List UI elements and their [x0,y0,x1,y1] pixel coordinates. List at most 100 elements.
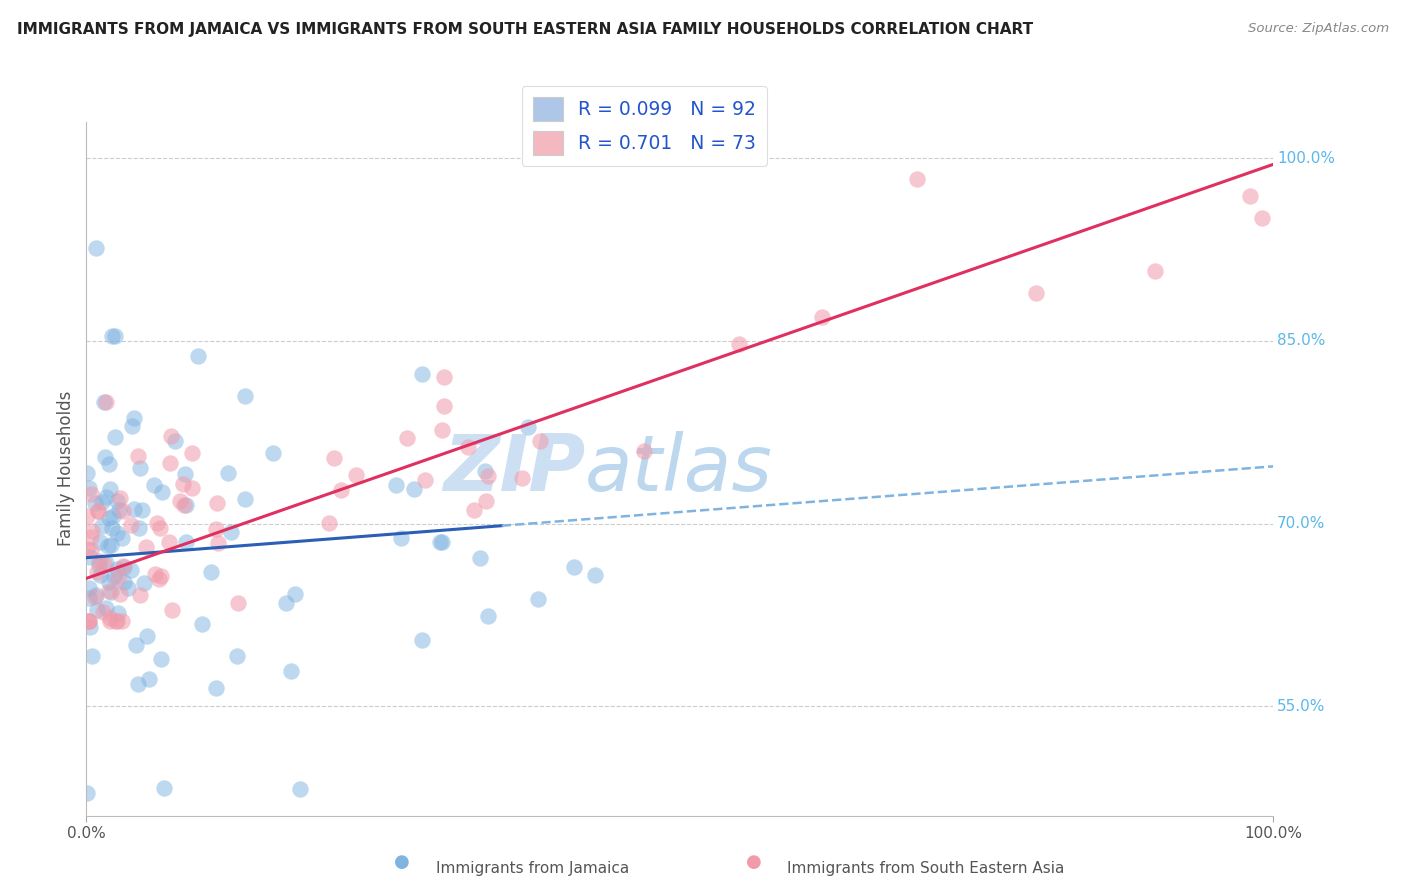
Point [433,400,456,414]
Point [86,504,108,518]
Point [429,535,451,549]
Point [385,478,408,492]
Point [411,367,433,381]
Point [105,561,128,575]
Point [180,481,202,495]
Point [100,584,122,599]
Point [432,534,454,549]
Point [89,568,111,582]
Point [330,483,353,498]
Point [172,477,194,491]
Point [163,434,186,448]
Point [86,565,108,579]
Point [160,429,183,443]
Point [108,491,131,506]
Point [128,521,150,535]
Point [512,470,534,484]
Point [146,516,169,531]
Point [120,563,142,577]
Point [122,410,145,425]
Point [204,681,226,696]
Point [136,629,159,643]
Point [135,540,157,554]
Point [905,171,928,186]
Point [217,466,239,480]
Point [77,481,100,495]
Text: Immigrants from South Eastern Asia: Immigrants from South Eastern Asia [787,861,1064,876]
Text: 100.0%: 100.0% [1277,151,1336,166]
Point [207,496,229,510]
Point [128,588,150,602]
Point [280,664,302,678]
Point [132,576,155,591]
Point [107,571,129,585]
Point [94,557,117,571]
Point [205,522,228,536]
Point [475,493,498,508]
Point [138,672,160,686]
Point [84,242,107,256]
Point [105,614,128,628]
Point [323,451,346,466]
Point [633,443,655,458]
Point [76,509,98,524]
Point [173,498,195,512]
Point [433,370,456,384]
Point [274,596,297,610]
Text: Source: ZipAtlas.com: Source: ZipAtlas.com [1249,22,1389,36]
Point [98,614,121,628]
Point [284,587,307,601]
Point [79,549,101,564]
Point [430,423,453,437]
Point [173,467,195,481]
Point [117,581,139,595]
Point [1239,188,1261,202]
Point [112,559,135,574]
Point [526,591,548,606]
Point [262,446,284,460]
Point [98,511,121,525]
Point [233,492,256,507]
Point [86,602,108,616]
Point [186,349,208,363]
Point [79,620,101,634]
Point [395,431,418,445]
Point [77,591,100,605]
Point [96,395,118,409]
Point [105,494,128,508]
Text: ●: ● [394,854,411,871]
Point [470,551,492,566]
Point [457,441,479,455]
Point [191,616,214,631]
Point [157,535,180,549]
Point [159,456,181,470]
Point [233,389,256,403]
Point [80,487,103,501]
Point [93,557,115,571]
Point [131,502,153,516]
Point [100,538,122,552]
Point [389,531,412,545]
Point [127,677,149,691]
Point [108,503,131,517]
Point [100,611,122,625]
Point [1025,286,1047,301]
Point [477,608,499,623]
Point [108,587,131,601]
Point [107,606,129,620]
Point [101,328,124,343]
Point [98,457,121,471]
Point [89,558,111,572]
Text: 85.0%: 85.0% [1277,334,1326,349]
Point [122,502,145,516]
Point [89,554,111,568]
Text: ZIP: ZIP [443,431,585,507]
Point [152,780,174,795]
Point [477,468,499,483]
Point [219,524,242,539]
Point [97,540,120,554]
Point [94,450,117,464]
Point [125,638,148,652]
Point [226,648,249,663]
Point [110,531,132,545]
